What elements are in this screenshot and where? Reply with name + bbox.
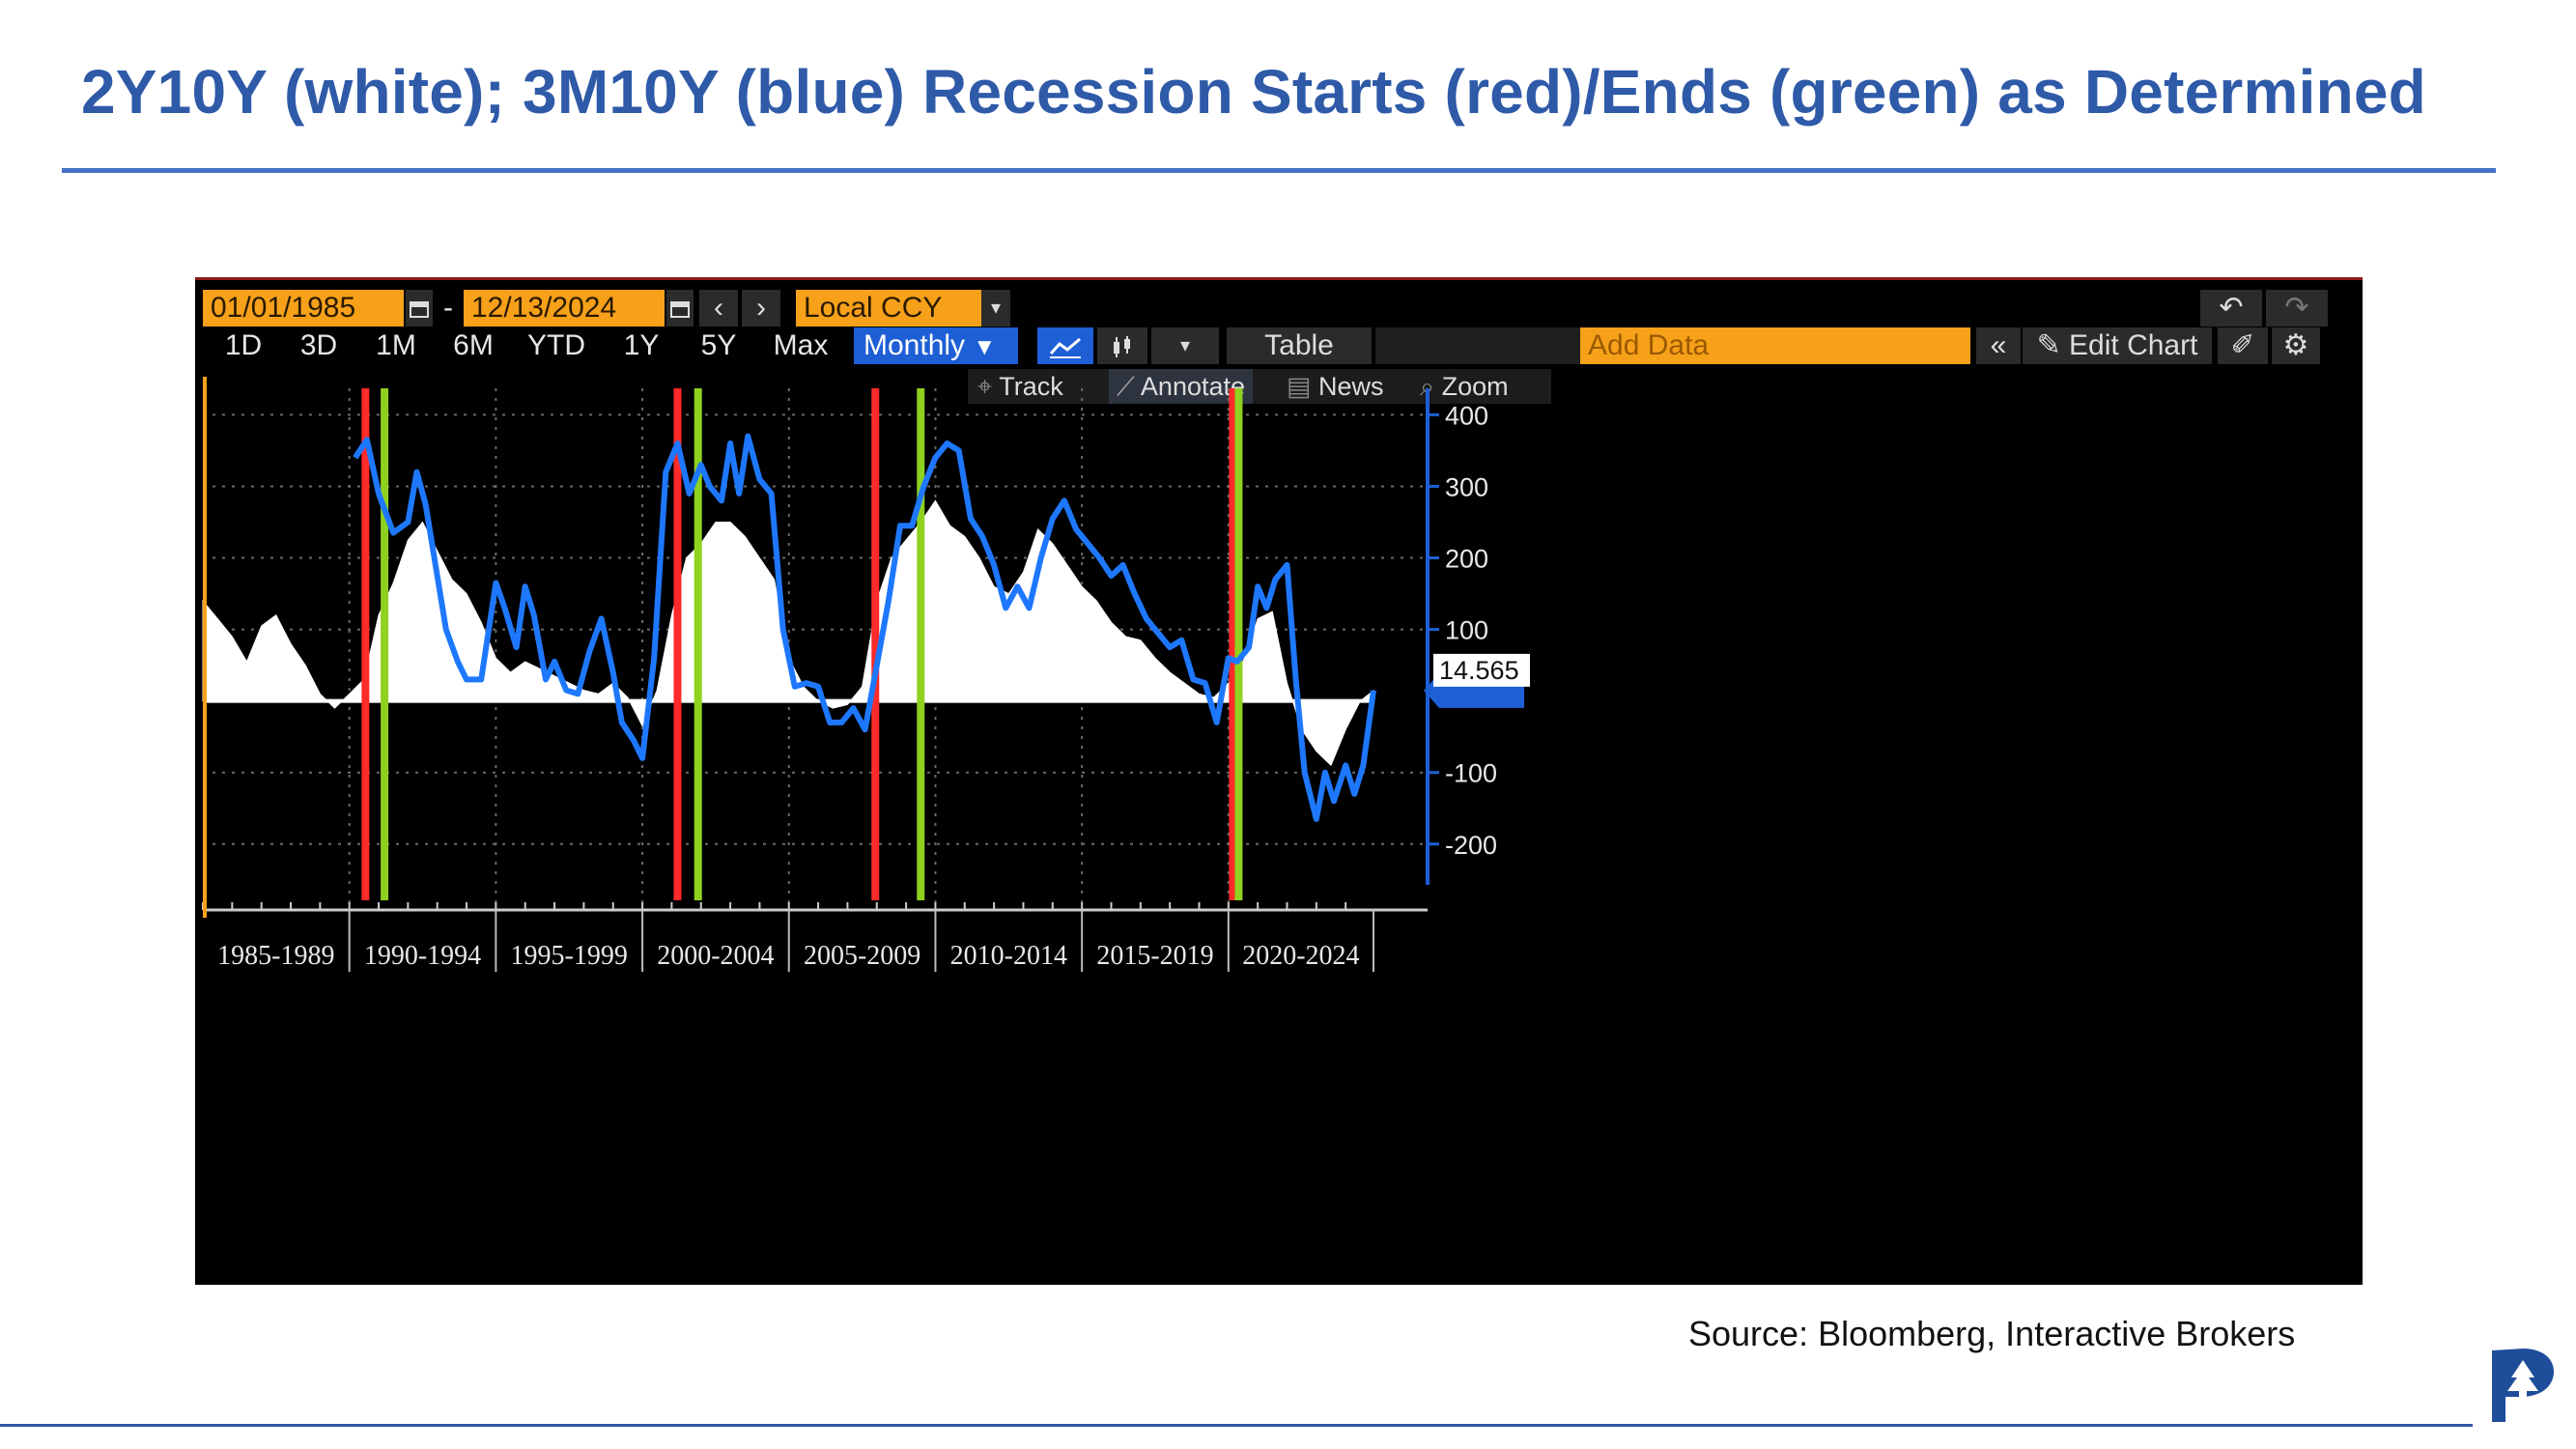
company-logo-icon: [2492, 1349, 2554, 1422]
footer-divider: [0, 1424, 2473, 1427]
recession-end-line: [694, 388, 702, 900]
recession-end-line: [917, 388, 925, 900]
range-5y[interactable]: 5Y: [700, 329, 737, 361]
draw-icon[interactable]: ✐: [2218, 327, 2268, 364]
range-3d[interactable]: 3D: [299, 329, 338, 361]
redo-button[interactable]: ↷: [2266, 290, 2328, 327]
news-icon: ▤: [1287, 372, 1319, 401]
frequency-label: Monthly: [863, 329, 966, 361]
edit-chart-button[interactable]: ✎ Edit Chart: [2023, 327, 2212, 364]
chart-area-layer: [202, 499, 1374, 767]
chart-line-layer: [353, 433, 1376, 822]
triangle-down-icon: ▼: [973, 334, 997, 360]
range-1m[interactable]: 1M: [376, 329, 416, 361]
currency-select[interactable]: Local CCY: [796, 290, 981, 327]
bloomberg-chart-window: 01/01/1985 - 12/13/2024 ‹ › Local CCY ▾ …: [195, 277, 2363, 1285]
range-1d[interactable]: 1D: [224, 329, 263, 361]
source-note: Source: Bloomberg, Interactive Brokers: [1688, 1314, 2296, 1353]
series-3m10y-line: [353, 433, 1376, 822]
range-6m[interactable]: 6M: [453, 329, 494, 361]
y-tick-label: 200: [1445, 545, 1488, 574]
chevron-right-icon[interactable]: ›: [742, 290, 780, 327]
news-button[interactable]: ▤ News: [1287, 369, 1384, 404]
annotate-label: Annotate: [1140, 372, 1246, 401]
chevron-down-icon[interactable]: ▾: [1151, 327, 1219, 364]
frequency-select[interactable]: Monthly ▼: [854, 327, 1018, 364]
double-chevron-left-icon[interactable]: «: [1976, 327, 2021, 364]
pencil-icon: ✎: [2036, 329, 2070, 361]
start-edge-marker: [203, 377, 207, 918]
edit-chart-label: Edit Chart: [2069, 329, 2198, 361]
undo-button[interactable]: ↶: [2200, 290, 2262, 327]
x-period-label: 1990-1994: [364, 941, 481, 971]
recession-start-line: [361, 388, 370, 900]
zoom-button[interactable]: ⌕ Zoom: [1420, 369, 1509, 404]
date-separator: -: [443, 292, 453, 324]
x-period-label: 1985-1989: [217, 941, 334, 971]
line-chart-icon[interactable]: [1037, 327, 1093, 364]
chevron-left-icon[interactable]: ‹: [699, 290, 738, 327]
track-label: Track: [999, 372, 1063, 401]
add-data-field[interactable]: Add Data: [1580, 327, 1970, 364]
magnifier-icon: ⌕: [1420, 372, 1442, 401]
x-period-label: 2015-2019: [1096, 941, 1213, 971]
range-ytd[interactable]: YTD: [527, 329, 585, 361]
y-tick-label: -200: [1445, 831, 1497, 860]
end-date-field[interactable]: 12/13/2024: [464, 290, 665, 327]
annotate-button[interactable]: ⟋ Annotate: [1109, 369, 1254, 404]
title-divider: [62, 168, 2496, 173]
calendar-icon[interactable]: [666, 290, 694, 327]
range-max[interactable]: Max: [773, 329, 829, 361]
y-tick-label: 100: [1445, 616, 1488, 645]
gear-icon[interactable]: ⚙: [2272, 327, 2320, 364]
news-label: News: [1318, 372, 1384, 401]
series-2y10y-area: [202, 499, 1374, 767]
zoom-label: Zoom: [1441, 372, 1509, 401]
recession-start-line: [1229, 388, 1237, 900]
candlestick-icon[interactable]: [1097, 327, 1147, 364]
page-title: 2Y10Y (white); 3M10Y (blue) Recession St…: [81, 57, 2426, 127]
table-button[interactable]: Table: [1227, 327, 1372, 364]
recession-start-line: [673, 388, 682, 900]
y-tick-label: 300: [1445, 472, 1488, 501]
recession-end-line: [1234, 388, 1243, 900]
last-value-label: 14.565: [1439, 656, 1519, 685]
x-period-label: 2010-2014: [950, 941, 1067, 971]
track-button[interactable]: ⌖ Track: [977, 369, 1063, 404]
x-period-label: 2005-2009: [804, 941, 920, 971]
chart-tools-bar: [968, 369, 1551, 404]
chart-grid: [203, 388, 1431, 904]
calendar-icon[interactable]: [406, 290, 433, 327]
start-date-field[interactable]: 01/01/1985: [203, 290, 404, 327]
x-period-label: 1995-1999: [511, 941, 628, 971]
chart-axes: 400 300 200 100 -100 -200 14.565 1985-1989 1990-…: [202, 377, 1530, 972]
x-period-label: 2000-2004: [657, 941, 774, 971]
y-tick-label: 400: [1445, 401, 1488, 430]
recession-start-line: [871, 388, 880, 900]
yield-curve-chart: 400 300 200 100 -100 -200 14.565 1985-1989 1990-…: [202, 377, 1530, 972]
y-tick-label: -100: [1445, 759, 1497, 788]
x-period-label: 2020-2024: [1242, 941, 1359, 971]
chart-recession-layer: [361, 388, 1243, 900]
chevron-down-icon[interactable]: ▾: [981, 290, 1010, 327]
last-value-badge: [1433, 653, 1530, 687]
recession-end-line: [381, 388, 389, 900]
line-tool-icon: ⟋: [1117, 372, 1141, 401]
crosshair-icon: ⌖: [977, 372, 1000, 401]
range-1y[interactable]: 1Y: [623, 329, 660, 361]
